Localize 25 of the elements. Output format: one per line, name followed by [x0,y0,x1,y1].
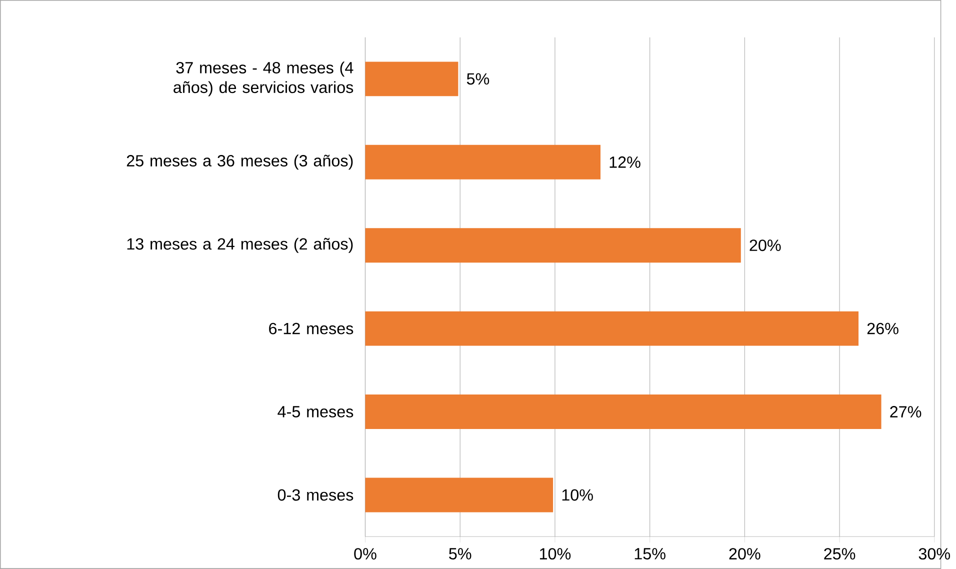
y-tick-label: 6-12 meses [269,322,354,334]
data-label: 26% [867,322,898,334]
y-tick-label: 37 meses - 48 meses (4 años) de servicios varios [174,62,354,96]
y-tick-label: 4-5 meses [278,406,354,418]
bar [365,62,458,96]
x-tick-label: 15% [634,548,666,560]
bar [365,478,554,512]
data-label: 10% [562,489,593,501]
x-tick-label: 20% [729,548,760,560]
y-tick-label: 13 meses a 24 meses (2 años) [127,238,353,253]
x-tick-label: 0% [354,548,376,560]
bar [365,228,741,263]
data-label: 27% [890,406,922,418]
bar [365,311,859,346]
bar [365,394,882,430]
data-label: 20% [750,240,781,252]
x-tick-label: 30% [918,548,950,560]
x-tick-label: 5% [449,548,472,560]
data-label: 5% [466,73,490,85]
y-tick-label: 25 meses a 36 meses (3 años) [126,154,353,170]
data-label: 12% [610,156,640,168]
x-tick-label: 25% [824,548,856,560]
y-tick-label: 0-3 meses [278,489,354,501]
bar [365,144,600,180]
x-tick-label: 10% [540,548,571,560]
